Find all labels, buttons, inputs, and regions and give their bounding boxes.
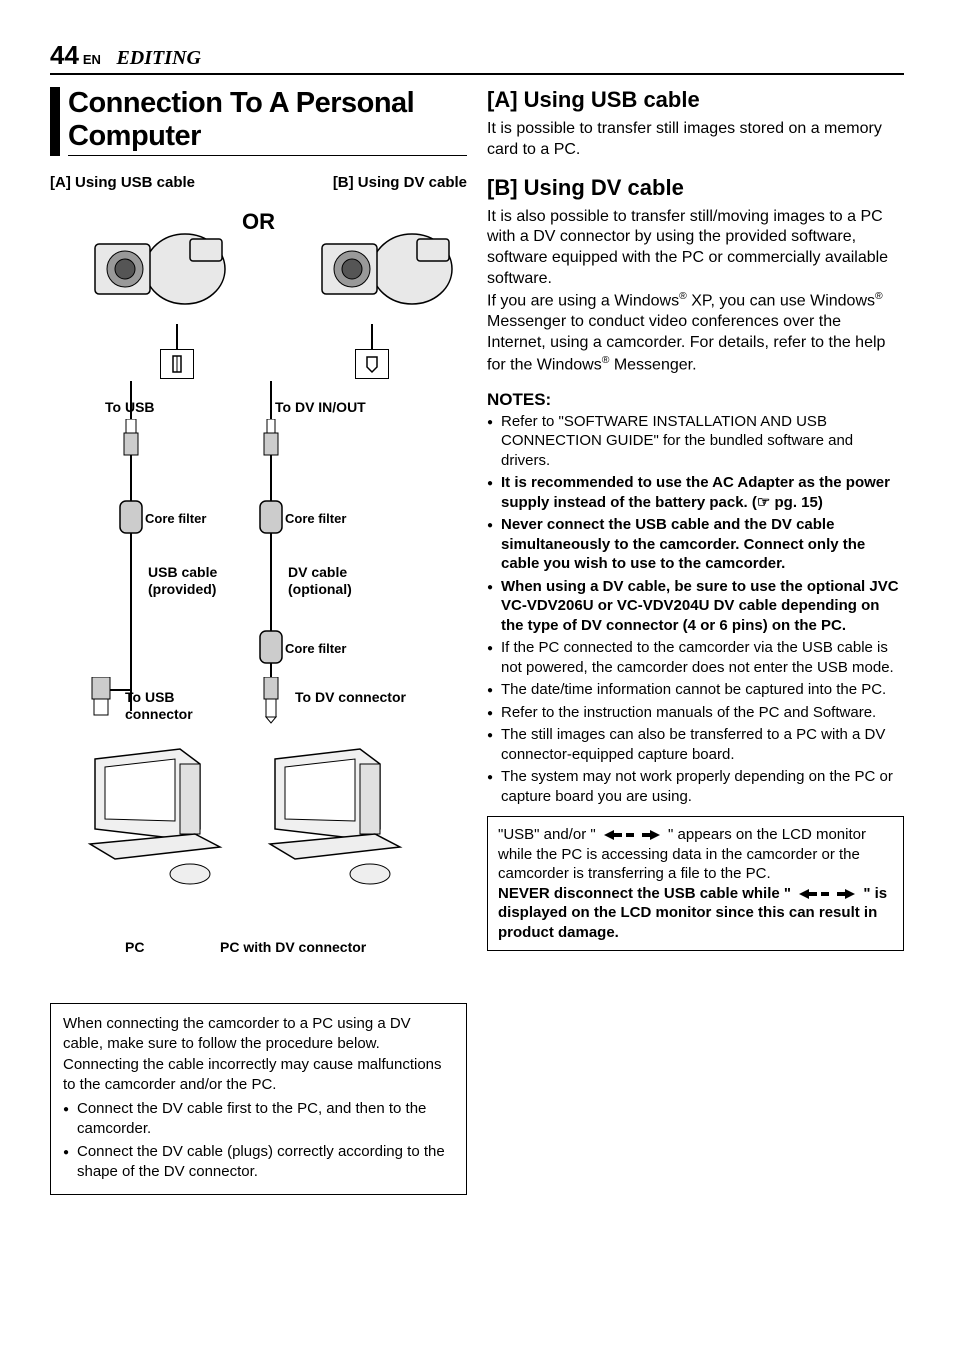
to-usb-connector-label: To USB connector <box>125 689 193 723</box>
core-filter-label: Core filter <box>285 511 346 527</box>
core-filter-icon <box>258 629 284 665</box>
to-usb-conn2-text: connector <box>125 706 193 722</box>
main-title: Connection To A Personal Computer <box>68 87 467 156</box>
lang-label: EN <box>83 52 101 67</box>
dv-optional-text: (optional) <box>288 581 352 597</box>
core-filter-icon <box>258 499 284 535</box>
warn-text: "USB" and/or " <box>498 826 600 843</box>
para-b2-part: XP, you can use Windows <box>687 292 875 309</box>
diagram-top-labels: [A] Using USB cable [B] Using DV cable <box>50 174 467 191</box>
transfer-arrow-icon <box>799 887 855 901</box>
para-a: It is possible to transfer still images … <box>487 119 904 161</box>
plug-icon <box>260 677 282 725</box>
note-item: Refer to the instruction manuals of the … <box>487 703 904 723</box>
warn-bold-text: NEVER disconnect the USB cable while " <box>498 885 795 902</box>
connection-diagram: OR <box>50 199 467 989</box>
info-bullet: Connect the DV cable first to the PC, an… <box>63 1099 454 1140</box>
cable-line <box>371 324 373 349</box>
core-filter-label: Core filter <box>285 641 346 657</box>
note-text: It is recommended to use the AC Adapter … <box>501 474 890 511</box>
pc-icon <box>80 739 230 889</box>
plug-icon <box>122 419 140 459</box>
to-usb-conn-text: To USB <box>125 689 175 705</box>
core-filter-label: Core filter <box>145 511 206 527</box>
right-column: [A] Using USB cable It is possible to tr… <box>487 87 904 1195</box>
core-filter-icon <box>118 499 144 535</box>
pc-label: PC <box>125 939 144 956</box>
content-columns: Connection To A Personal Computer [A] Us… <box>50 87 904 1195</box>
label-a: [A] Using USB cable <box>50 174 195 191</box>
usb-port-icon <box>160 349 194 379</box>
info-bullet: Connect the DV cable (plugs) correctly a… <box>63 1142 454 1183</box>
dv-port-icon <box>355 349 389 379</box>
usb-cable-text: USB cable <box>148 564 217 580</box>
page-number: 44 <box>50 40 79 70</box>
page-header: 44 EN EDITING <box>50 40 904 75</box>
usb-warning-box: "USB" and/or " " appears on the LCD moni… <box>487 816 904 951</box>
info-box-list: Connect the DV cable first to the PC, an… <box>63 1099 454 1182</box>
info-box-intro: When connecting the camcorder to a PC us… <box>63 1014 454 1095</box>
note-item: The still images can also be transferred… <box>487 725 904 764</box>
section-label: EDITING <box>116 47 200 69</box>
plug-icon <box>262 419 280 459</box>
pc-dv-label: PC with DV connector <box>220 939 366 956</box>
cable-line <box>176 324 178 349</box>
note-item: When using a DV cable, be sure to use th… <box>487 577 904 636</box>
notes-heading: NOTES: <box>487 390 904 410</box>
dv-cable-label: DV cable (optional) <box>288 564 352 598</box>
para-b2-part: If you are using a Windows <box>487 292 679 309</box>
heading-a: [A] Using USB cable <box>487 87 904 113</box>
to-dv-inout-label: To DV IN/OUT <box>275 399 366 416</box>
usb-cable-label: USB cable (provided) <box>148 564 217 598</box>
pointer-icon: ☞ <box>757 493 770 513</box>
note-item: The system may not work properly dependi… <box>487 767 904 806</box>
pc-dv-icon <box>260 739 410 889</box>
or-label: OR <box>242 209 275 235</box>
left-column: Connection To A Personal Computer [A] Us… <box>50 87 467 1195</box>
to-dv-connector-label: To DV connector <box>295 689 406 706</box>
heading-b: [B] Using DV cable <box>487 175 904 201</box>
plug-icon <box>90 677 112 717</box>
title-block: Connection To A Personal Computer <box>50 87 467 156</box>
camcorder-left-icon <box>90 214 230 324</box>
note-text: pg. 15) <box>770 494 823 511</box>
note-item: Refer to "SOFTWARE INSTALLATION AND USB … <box>487 412 904 471</box>
note-item: If the PC connected to the camcorder via… <box>487 638 904 677</box>
para-b2-part: Messenger. <box>609 356 696 373</box>
dv-connection-info-box: When connecting the camcorder to a PC us… <box>50 1003 467 1195</box>
notes-list: Refer to "SOFTWARE INSTALLATION AND USB … <box>487 412 904 807</box>
usb-provided-text: (provided) <box>148 581 216 597</box>
transfer-arrow-icon <box>604 828 660 842</box>
para-b2: If you are using a Windows® XP, you can … <box>487 290 904 376</box>
camcorder-right-icon <box>317 214 457 324</box>
label-b: [B] Using DV cable <box>333 174 467 191</box>
dv-cable-text: DV cable <box>288 564 347 580</box>
note-item: The date/time information cannot be capt… <box>487 680 904 700</box>
note-item: It is recommended to use the AC Adapter … <box>487 473 904 512</box>
note-item: Never connect the USB cable and the DV c… <box>487 515 904 574</box>
para-b1: It is also possible to transfer still/mo… <box>487 207 904 290</box>
title-bar <box>50 87 60 156</box>
